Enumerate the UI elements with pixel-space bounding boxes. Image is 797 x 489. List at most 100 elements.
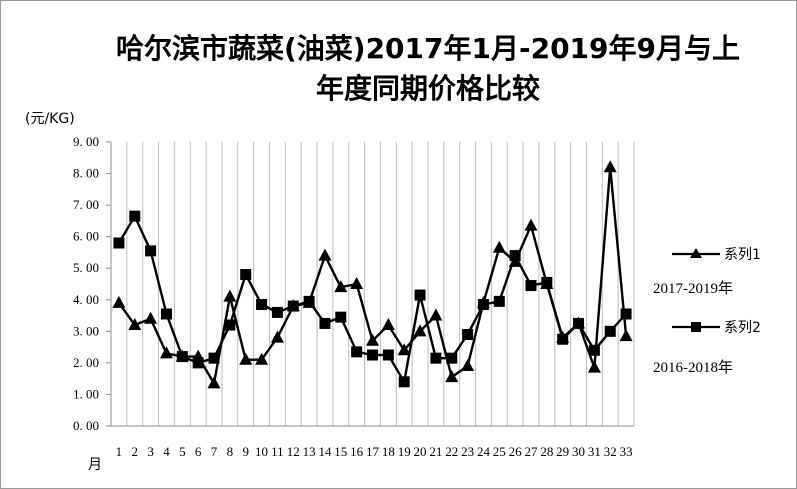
- series-2-point: [256, 299, 268, 311]
- x-tick-label: 1: [116, 444, 123, 459]
- x-tick-label: 27: [524, 444, 538, 459]
- legend-marker-series2: [691, 322, 701, 332]
- series-2-point: [335, 311, 347, 323]
- series-1-point: [128, 318, 142, 331]
- series-1-point: [429, 308, 443, 321]
- series-2-point: [160, 308, 172, 320]
- x-tick-label: 24: [477, 444, 491, 459]
- series-2-point: [557, 333, 569, 345]
- series-2-point: [319, 317, 331, 329]
- series-2-point: [240, 269, 252, 281]
- x-tick-label: 21: [429, 444, 442, 459]
- series-2-point: [129, 210, 141, 222]
- x-tick-label: 28: [540, 444, 553, 459]
- series-2-point: [414, 289, 426, 301]
- chart-title-line2: 年度同期价格比较: [316, 72, 540, 105]
- series-1-point: [255, 352, 269, 365]
- series-2-point: [588, 344, 600, 356]
- series-1-point: [144, 311, 158, 324]
- series-2-point: [208, 352, 220, 364]
- series-1-point: [270, 330, 284, 343]
- y-axis-label: (元/KG): [25, 111, 75, 127]
- x-tick-label: 31: [588, 444, 601, 459]
- series-1-point: [381, 318, 395, 331]
- legend-note-series1: 2017-2019年: [653, 280, 733, 297]
- x-tick-label: 5: [179, 444, 186, 459]
- x-tick-label: 4: [163, 444, 170, 459]
- x-tick-label: 2: [132, 444, 139, 459]
- series-1-point: [619, 329, 633, 342]
- x-tick-label: 6: [195, 444, 202, 459]
- y-tick-label: 8. 00: [73, 166, 99, 181]
- series-1-point: [461, 359, 475, 372]
- legend-label-series1: 系列1: [724, 247, 761, 263]
- y-tick-label: 9. 00: [73, 134, 99, 149]
- x-tick-label: 16: [350, 444, 364, 459]
- series-1-point: [445, 370, 459, 383]
- series-1-point: [492, 240, 506, 253]
- chart-title-line1: 哈尔滨市蔬菜(油菜)2017年1月-2019年9月与上: [116, 32, 740, 65]
- series-2-point: [493, 295, 505, 307]
- series-2-point: [271, 306, 283, 318]
- x-tick-label: 17: [366, 444, 380, 459]
- legend-note-series2: 2016-2018年: [653, 359, 733, 376]
- y-tick-label: 7. 00: [73, 197, 99, 212]
- series-2-point: [351, 346, 363, 358]
- y-tick-label: 2. 00: [73, 355, 99, 370]
- series-2-point: [382, 349, 394, 361]
- series-1-point: [207, 376, 221, 389]
- x-tick-label: 10: [255, 444, 268, 459]
- series-1-point: [223, 289, 237, 302]
- series-1-point: [159, 346, 173, 359]
- x-tick-label: 14: [318, 444, 332, 459]
- series-2-point: [477, 299, 489, 311]
- x-tick-label: 23: [461, 444, 474, 459]
- x-tick-label: 29: [556, 444, 569, 459]
- series-2-point: [398, 376, 410, 388]
- series-1-point: [318, 248, 332, 261]
- x-tick-label: 22: [445, 444, 458, 459]
- y-tick-label: 5. 00: [73, 260, 99, 275]
- series-2-point: [176, 351, 188, 363]
- series-1-point: [413, 324, 427, 337]
- series-1-point: [587, 360, 601, 373]
- axes: [106, 141, 634, 427]
- x-tick-label: 8: [227, 444, 234, 459]
- series-2-point: [446, 352, 458, 364]
- x-tick-label: 26: [509, 444, 523, 459]
- x-tick-label: 18: [382, 444, 395, 459]
- legend: 系列1 2017-2019年 系列2 2016-2018年: [653, 247, 761, 376]
- x-tick-label: 11: [271, 444, 284, 459]
- series-1-point: [524, 218, 538, 231]
- series-1-point: [112, 295, 126, 308]
- x-tick-label: 13: [303, 444, 316, 459]
- series-2-point: [224, 319, 236, 331]
- y-tick-label: 3. 00: [73, 323, 99, 338]
- legend-label-series2: 系列2: [724, 320, 761, 336]
- series-1-point: [350, 277, 364, 289]
- series-2-point: [541, 276, 553, 288]
- x-tick-label: 20: [414, 444, 427, 459]
- x-tick-label: 9: [242, 444, 249, 459]
- gridlines: [110, 142, 635, 426]
- series-2-point: [287, 300, 299, 312]
- series-2-point: [192, 357, 204, 369]
- x-tick-label: 25: [493, 444, 506, 459]
- x-tick-label: 7: [211, 444, 218, 459]
- series-2-point: [113, 237, 125, 249]
- series-2-point: [509, 250, 521, 262]
- x-tick-label: 12: [287, 444, 300, 459]
- x-tick-label: 30: [572, 444, 585, 459]
- series-2-point: [620, 308, 632, 320]
- series-2-point: [145, 245, 157, 257]
- y-tick-label: 1. 00: [73, 386, 99, 401]
- series-1-point: [334, 280, 348, 293]
- y-tick-label: 4. 00: [73, 292, 99, 307]
- series-1-point: [603, 160, 617, 173]
- series-1-point: [366, 333, 379, 346]
- series-2-point: [367, 349, 378, 361]
- x-tick-label: 32: [604, 444, 617, 459]
- y-tick-label: 0. 00: [73, 418, 99, 433]
